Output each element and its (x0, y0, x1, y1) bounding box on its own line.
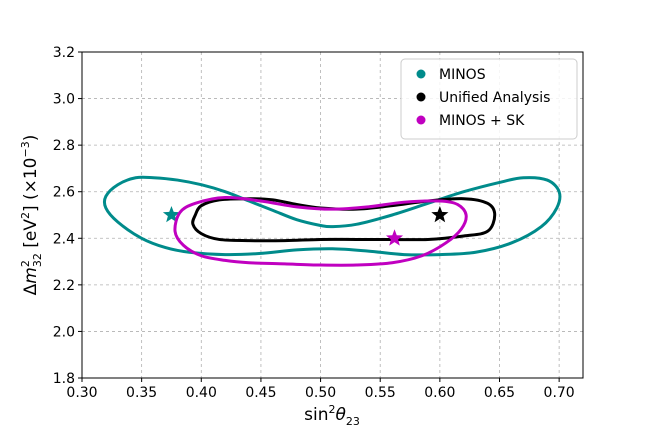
series-unified-analysis (191, 197, 497, 243)
unified-analysis-best-fit-star (431, 206, 449, 223)
minos-best-fit-star (162, 206, 181, 223)
y-label-m: m (21, 267, 41, 284)
legend: MINOS Unified Analysis MINOS + SK (400, 58, 578, 140)
x-tick-label: 0.30 (66, 385, 97, 401)
y-tick-label: 2.4 (53, 231, 75, 247)
y-tick-label: 2.6 (53, 185, 75, 201)
y-label-m-sub: 32 (31, 253, 44, 267)
y-label-unit-close: ] (×10 (21, 157, 41, 212)
y-label-close: ) (21, 135, 41, 142)
x-tick-label: 0.60 (424, 385, 455, 401)
y-label-delta: Δ (21, 283, 41, 295)
minos-sk-contour (173, 196, 468, 267)
x-label-theta: θ (335, 405, 346, 425)
legend-label: Unified Analysis (439, 90, 550, 106)
x-label-sup: 2 (328, 403, 335, 416)
y-tick-label: 3.0 (53, 92, 75, 108)
x-tick-label: 0.40 (186, 385, 217, 401)
y-label-exp: −3 (19, 141, 32, 157)
y-tick-label: 3.2 (53, 45, 75, 61)
minos-contour (102, 175, 562, 257)
x-axis-label: sin2θ23 (304, 403, 360, 428)
y-tick-label: 2.8 (53, 138, 75, 154)
legend-box (400, 58, 578, 140)
series-layer (102, 175, 562, 267)
series-minos-sk (173, 196, 468, 267)
x-tick-label: 0.70 (544, 385, 575, 401)
y-label-m-sup: 2 (19, 260, 32, 267)
legend-marker (416, 92, 426, 102)
x-tick-label: 0.55 (365, 385, 396, 401)
legend-label: MINOS + SK (439, 113, 525, 129)
x-tick-label: 0.65 (484, 385, 515, 401)
minos-sk-best-fit-star (385, 229, 404, 246)
legend-marker (416, 69, 426, 79)
x-label-sub: 23 (346, 415, 360, 428)
y-tick-label: 1.8 (53, 371, 75, 387)
x-tick-label: 0.50 (305, 385, 336, 401)
y-label-unit-open: [eV (21, 219, 41, 253)
ticks: 0.30 0.35 0.40 0.45 0.50 0.55 0.60 0.65 0.70 1.8 2… (53, 45, 575, 401)
legend-marker (416, 115, 426, 125)
legend-label: MINOS (439, 67, 486, 83)
series-minos (102, 175, 562, 257)
y-tick-label: 2.2 (53, 278, 75, 294)
x-label-base: sin (304, 405, 328, 425)
y-label-unit-sup: 2 (19, 212, 32, 219)
y-axis-label: Δm232 [eV2] (×10−3) (19, 135, 44, 296)
x-tick-label: 0.35 (126, 385, 157, 401)
x-tick-label: 0.45 (245, 385, 276, 401)
y-tick-label: 2.0 (53, 324, 75, 340)
unified-analysis-contour (191, 197, 497, 243)
plot-frame (81, 51, 584, 379)
